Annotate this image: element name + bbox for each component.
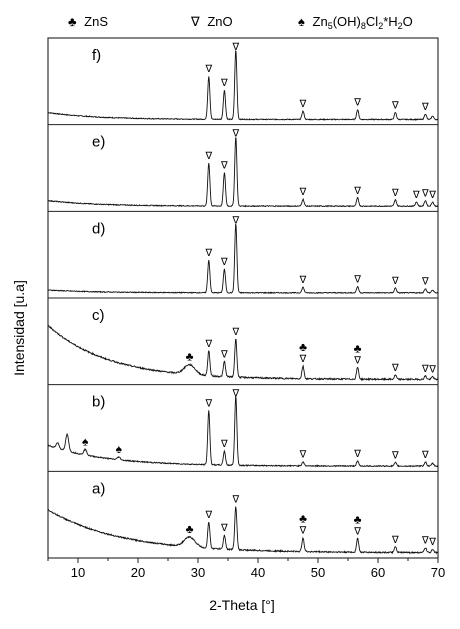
peak-marker: ∇: [412, 190, 420, 201]
peak-marker: ∇: [220, 78, 228, 89]
peak-marker: ∇: [204, 399, 212, 410]
peak-marker: ∇: [391, 276, 399, 287]
panel-label-d: d): [92, 220, 105, 237]
legend-zn5oh8cl2: ♠ Zn5(OH)8Cl2*H2O: [298, 14, 413, 31]
x-axis-label: 2-Theta [°]: [209, 597, 275, 613]
peak-marker: ∇: [421, 277, 429, 288]
peak-marker: ∇: [220, 257, 228, 268]
peak-marker: ∇: [220, 523, 228, 534]
peak-marker: ∇: [353, 98, 361, 109]
peak-marker: ∇: [428, 190, 436, 201]
peak-marker: ∇: [428, 537, 436, 548]
x-tick-label: 70: [431, 565, 445, 580]
peak-marker: ∇: [428, 365, 436, 376]
peak-marker: ∇: [353, 186, 361, 197]
peak-marker: ∇: [299, 99, 307, 110]
y-axis-label: Intensidad [u.a]: [11, 280, 27, 376]
peak-marker: ♠: [116, 442, 123, 456]
peak-marker: ∇: [204, 151, 212, 162]
peak-marker: ∇: [391, 188, 399, 199]
peak-marker: ∇: [421, 102, 429, 113]
plot-area: f)∇∇∇∇ ∇ ∇ ∇e)∇∇∇∇ ∇ ∇ ∇ ∇ ∇d)∇∇∇∇ ∇ ∇ ∇c)♣∇∇∇∇♣∇♣∇…: [47, 37, 445, 580]
peak-marker: ∇: [231, 495, 239, 506]
series-line-f: [48, 50, 439, 121]
x-tick-label: 20: [131, 565, 145, 580]
peak-marker: ♣: [354, 512, 362, 526]
peak-marker: ♣: [186, 522, 194, 536]
legend-zno: ∇ ZnO: [190, 14, 233, 29]
peak-marker: ∇: [421, 364, 429, 375]
peak-marker: ∇: [204, 510, 212, 521]
panel-label-f: f): [92, 47, 101, 64]
legend: ♣ ZnS ∇ ZnO ♠ Zn5(OH)8Cl2*H2O: [68, 14, 413, 31]
peak-marker: ∇: [391, 535, 399, 546]
panel-label-b: b): [92, 394, 105, 411]
panel-label-e: e): [92, 134, 105, 151]
legend-zns-label: ZnS: [84, 14, 108, 29]
peak-marker: ∇: [299, 450, 307, 461]
peak-marker: ∇: [299, 354, 307, 365]
peak-marker: ♣: [354, 341, 362, 355]
peak-marker: ∇: [299, 526, 307, 537]
series-line-a: [47, 506, 439, 555]
peak-marker: ∇: [231, 42, 239, 53]
legend-zns-symbol: ♣: [68, 14, 77, 29]
peak-marker: ∇: [299, 187, 307, 198]
x-tick-label: 10: [71, 565, 85, 580]
peak-marker: ∇: [204, 64, 212, 75]
x-tick-label: 30: [191, 565, 205, 580]
peak-marker: ∇: [353, 355, 361, 366]
legend-zns: ♣ ZnS: [68, 14, 108, 29]
peak-marker: ∇: [231, 389, 239, 400]
peak-marker: ∇: [204, 339, 212, 350]
peak-marker: ∇: [421, 189, 429, 200]
peak-marker: ♣: [299, 512, 307, 526]
peak-marker: ∇: [204, 248, 212, 259]
peak-marker: ♣: [299, 340, 307, 354]
peak-marker: ∇: [299, 275, 307, 286]
peak-marker: ∇: [220, 439, 228, 450]
peak-marker: ∇: [220, 349, 228, 360]
peak-marker: ∇: [353, 275, 361, 286]
x-tick-label: 60: [371, 565, 385, 580]
peak-marker: ∇: [421, 536, 429, 547]
peak-marker: ∇: [421, 450, 429, 461]
series-line-e: [47, 137, 439, 208]
peak-marker: ∇: [353, 449, 361, 460]
peak-marker: ∇: [231, 129, 239, 140]
x-tick-label: 50: [311, 565, 325, 580]
legend-zno-label: ZnO: [207, 14, 232, 29]
legend-zn5oh8cl2-symbol: ♠: [298, 14, 305, 29]
panel-label-c: c): [92, 307, 105, 324]
peak-marker: ∇: [231, 327, 239, 338]
peak-marker: ∇: [231, 215, 239, 226]
peak-marker: ∇: [353, 526, 361, 537]
series-line-c: [47, 324, 439, 382]
peak-marker: ∇: [391, 451, 399, 462]
legend-zno-symbol: ∇: [190, 14, 200, 29]
peak-marker: ♣: [186, 350, 194, 364]
peak-marker: ♠: [82, 434, 89, 448]
series-line-b: [47, 396, 439, 468]
series-line-d: [47, 223, 439, 295]
peak-marker: ∇: [391, 363, 399, 374]
peak-marker: ∇: [220, 161, 228, 172]
peak-marker: ∇: [391, 101, 399, 112]
panel-label-a: a): [92, 480, 105, 497]
x-tick-label: 40: [251, 565, 265, 580]
